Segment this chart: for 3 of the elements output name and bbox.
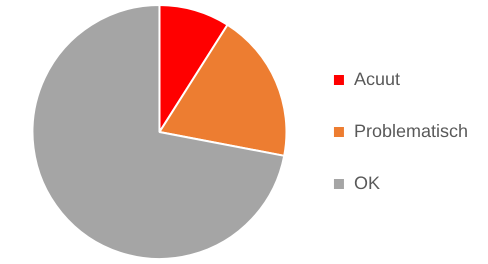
legend-label: Problematisch [354, 120, 468, 141]
legend-label: Acuut [354, 68, 400, 89]
legend-label: OK [354, 172, 380, 193]
